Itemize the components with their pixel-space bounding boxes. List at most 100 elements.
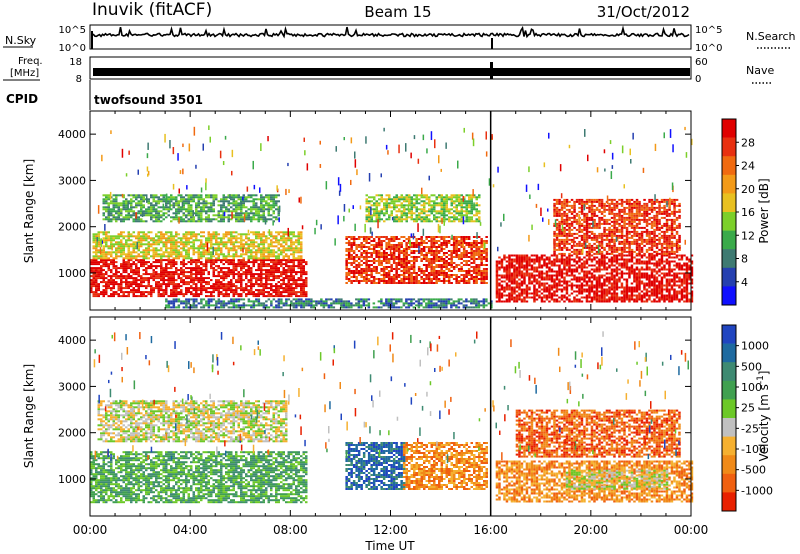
heatmap-cell xyxy=(223,194,226,196)
heatmap-cell xyxy=(93,251,96,253)
heatmap-cell xyxy=(531,283,534,285)
heatmap-cell xyxy=(388,214,391,216)
heatmap-cell xyxy=(371,220,374,222)
heatmap-cell xyxy=(496,267,499,269)
heatmap-cell xyxy=(433,260,436,262)
heatmap-cell xyxy=(225,295,228,297)
heatmap-cell xyxy=(128,267,131,269)
heatmap-cell xyxy=(465,252,468,254)
heatmap-cell xyxy=(578,291,581,293)
heatmap-cell xyxy=(278,261,281,263)
heatmap-cell xyxy=(243,200,246,202)
heatmap-cell xyxy=(578,289,581,291)
heatmap-cell xyxy=(295,287,298,289)
heatmap-cell xyxy=(541,255,544,257)
heatmap-cell xyxy=(450,282,453,284)
heatmap-cell xyxy=(523,267,526,269)
heatmap-cell xyxy=(298,257,301,259)
heatmap-cell xyxy=(413,268,416,270)
heatmap-cell xyxy=(478,252,481,254)
heatmap-cell xyxy=(536,279,539,281)
heatmap-cell xyxy=(445,260,448,262)
heatmap-cell xyxy=(93,233,96,235)
heatmap-cell xyxy=(521,301,524,303)
heatmap-cell xyxy=(130,291,133,293)
heatmap-cell xyxy=(235,287,238,289)
heatmap-cell xyxy=(265,285,268,287)
heatmap-cell xyxy=(273,261,276,263)
heatmap-cell xyxy=(173,249,176,251)
heatmap-cell xyxy=(158,202,161,204)
heatmap-cell xyxy=(365,256,368,258)
heatmap-cell xyxy=(516,277,519,279)
heatmap-cell xyxy=(220,204,223,206)
heatmap-cell xyxy=(538,273,541,275)
heatmap-cell xyxy=(253,214,256,216)
heatmap-cell xyxy=(453,218,456,220)
heatmap-cell xyxy=(468,236,471,238)
heatmap-cell xyxy=(581,301,584,303)
heatmap-cell xyxy=(403,254,406,256)
heatmap-cell xyxy=(160,198,163,200)
heatmap-cell xyxy=(140,243,143,245)
heatmap-cell xyxy=(446,204,449,206)
heatmap-cell xyxy=(248,293,251,295)
heatmap-cell xyxy=(288,255,291,257)
heatmap-cell xyxy=(451,208,454,210)
heatmap-cell xyxy=(418,216,421,218)
heatmap-cell xyxy=(260,204,263,206)
heatmap-cell xyxy=(413,252,416,254)
heatmap-cell xyxy=(140,285,143,287)
heatmap-cell xyxy=(175,243,178,245)
heatmap-cell xyxy=(523,257,526,259)
heatmap-cell xyxy=(533,275,536,277)
heatmap-cell xyxy=(223,273,226,275)
heatmap-cell xyxy=(263,204,266,206)
heatmap-cell xyxy=(193,261,196,263)
heatmap-cell xyxy=(428,262,431,264)
heatmap-cell xyxy=(295,273,298,275)
heatmap-cell xyxy=(218,247,221,249)
heatmap-cell xyxy=(210,206,213,208)
heatmap-cell xyxy=(403,200,406,202)
heatmap-cell xyxy=(268,293,271,295)
heatmap-cell xyxy=(260,247,263,249)
heatmap-cell xyxy=(220,253,223,255)
heatmap-cell xyxy=(195,259,198,261)
heatmap-cell xyxy=(508,259,511,261)
heatmap-cell xyxy=(108,198,111,200)
heatmap-cell xyxy=(158,241,161,243)
heatmap-cell xyxy=(138,261,141,263)
heatmap-cell xyxy=(388,196,391,198)
heatmap-cell xyxy=(501,261,504,263)
heatmap-cell xyxy=(581,267,584,269)
heatmap-cell xyxy=(240,239,243,241)
heatmap-cell xyxy=(170,220,173,222)
heatmap-cell xyxy=(295,245,298,247)
heatmap-cell xyxy=(185,210,188,212)
heatmap-cell xyxy=(243,245,246,247)
heatmap-cell xyxy=(295,259,298,261)
nsky-trace xyxy=(92,27,689,49)
heatmap-cell xyxy=(105,251,108,253)
heatmap-cell xyxy=(200,291,203,293)
heatmap-cell xyxy=(586,285,589,287)
heatmap-cell xyxy=(428,220,431,222)
heatmap-cell xyxy=(203,206,206,208)
heatmap-cell xyxy=(380,254,383,256)
heatmap-cell xyxy=(178,293,181,295)
heatmap-cell xyxy=(280,283,283,285)
heatmap-cell xyxy=(385,276,388,278)
heatmap-cell xyxy=(245,237,248,239)
heatmap-cell xyxy=(183,212,186,214)
heatmap-cell xyxy=(155,265,158,267)
heatmap-cell xyxy=(463,250,466,252)
heatmap-cell xyxy=(396,210,399,212)
heatmap-cell xyxy=(546,257,549,259)
heatmap-cell xyxy=(105,218,108,220)
heatmap-cell xyxy=(480,262,483,264)
heatmap-cell xyxy=(366,220,369,222)
heatmap-cell xyxy=(218,241,221,243)
heatmap-cell xyxy=(118,275,121,277)
heatmap-cell xyxy=(463,274,466,276)
